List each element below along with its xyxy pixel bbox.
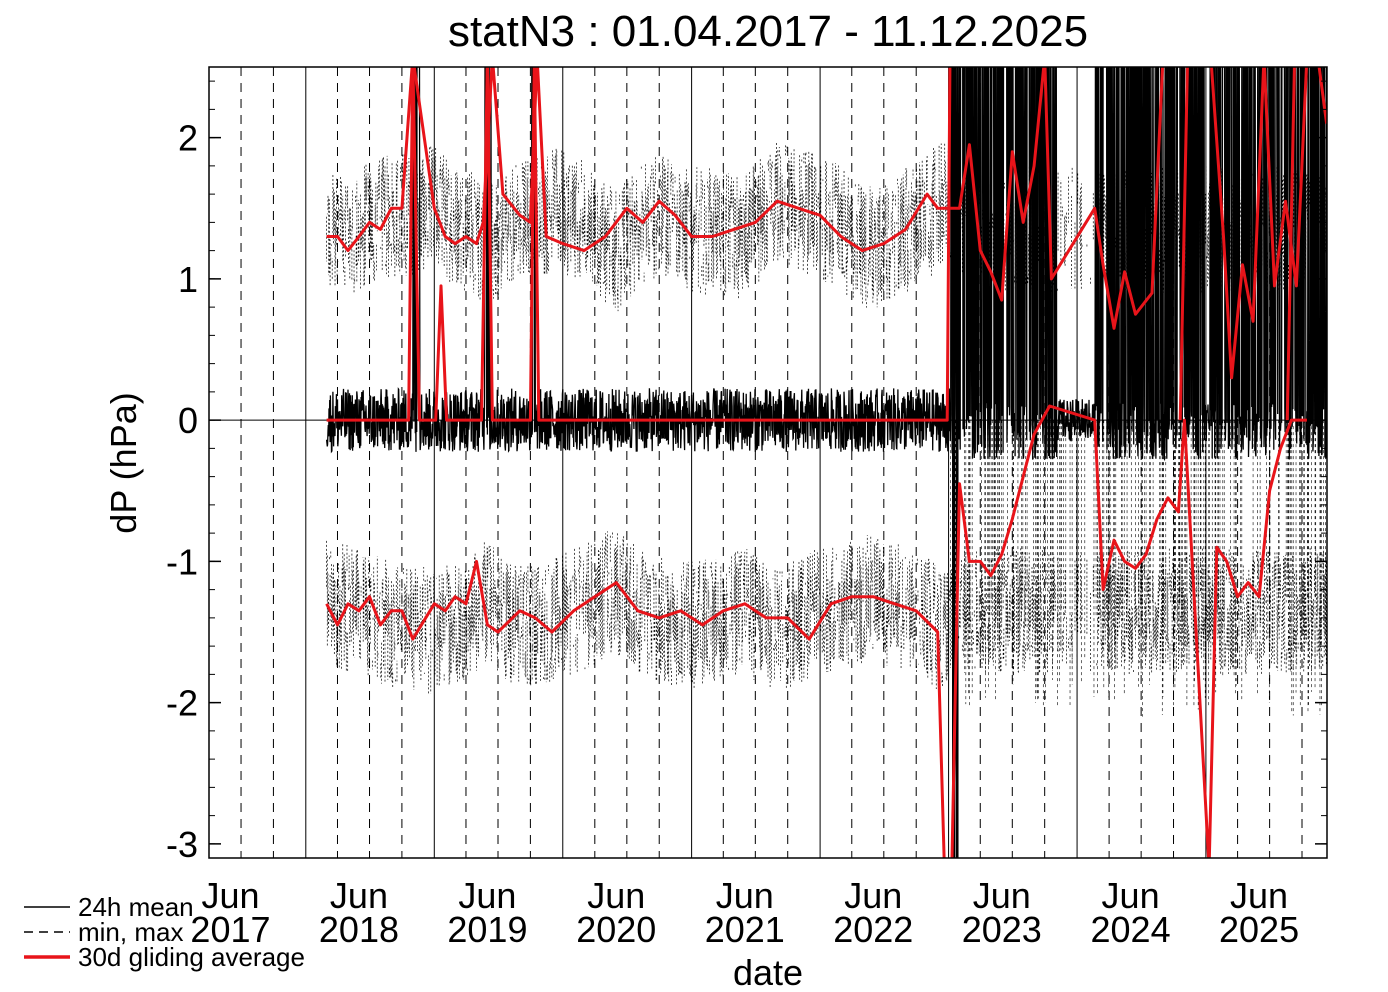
x-tick-month: Jun — [973, 875, 1031, 916]
legend-label: 30d gliding average — [78, 942, 305, 972]
gliding-average-mean — [1178, 67, 1189, 421]
x-tick-year: 2023 — [962, 909, 1042, 950]
y-axis: -3 -2 -1 0 1 2 — [166, 80, 1327, 865]
gliding-average-mean — [1285, 67, 1296, 421]
mean-series — [325, 67, 1327, 858]
x-tick-month: Jun — [1102, 875, 1160, 916]
chart-title: statN3 : 01.04.2017 - 11.12.2025 — [448, 7, 1088, 56]
y-tick-label: 1 — [178, 259, 198, 300]
x-tick-month: Jun — [587, 875, 645, 916]
y-tick-label: -2 — [166, 683, 198, 724]
legend-label: min, max — [78, 917, 183, 947]
x-tick-year: 2025 — [1219, 909, 1299, 950]
gliding-average-series — [325, 67, 1327, 858]
x-axis-label: date — [733, 952, 803, 992]
y-tick-label: -1 — [166, 541, 198, 582]
x-tick-month: Jun — [458, 875, 516, 916]
gliding-average-mean — [326, 67, 952, 422]
x-tick-year: 2019 — [447, 909, 527, 950]
gliding-average-lower — [325, 404, 1307, 858]
y-tick-label: 2 — [178, 118, 198, 159]
x-axis: Jun2017Jun2018Jun2019Jun2020Jun2021Jun20… — [190, 875, 1299, 950]
x-tick-year: 2021 — [705, 909, 785, 950]
x-tick-month: Jun — [844, 875, 902, 916]
y-axis-label: dP (hPa) — [103, 392, 144, 533]
legend-label: 24h mean — [78, 892, 194, 922]
x-tick-year: 2024 — [1091, 909, 1171, 950]
mean-line — [325, 67, 1327, 462]
y-tick-label: 0 — [178, 400, 198, 441]
x-tick-month: Jun — [716, 875, 774, 916]
x-tick-year: 2022 — [833, 909, 913, 950]
x-tick-year: 2017 — [190, 909, 270, 950]
x-tick-month: Jun — [1230, 875, 1288, 916]
y-tick-label: -3 — [166, 824, 198, 865]
gliding-average-upper — [326, 67, 1327, 380]
x-tick-year: 2020 — [576, 909, 656, 950]
x-tick-year: 2018 — [319, 909, 399, 950]
x-tick-month: Jun — [201, 875, 259, 916]
plot-frame — [208, 66, 1328, 859]
x-tick-month: Jun — [330, 875, 388, 916]
